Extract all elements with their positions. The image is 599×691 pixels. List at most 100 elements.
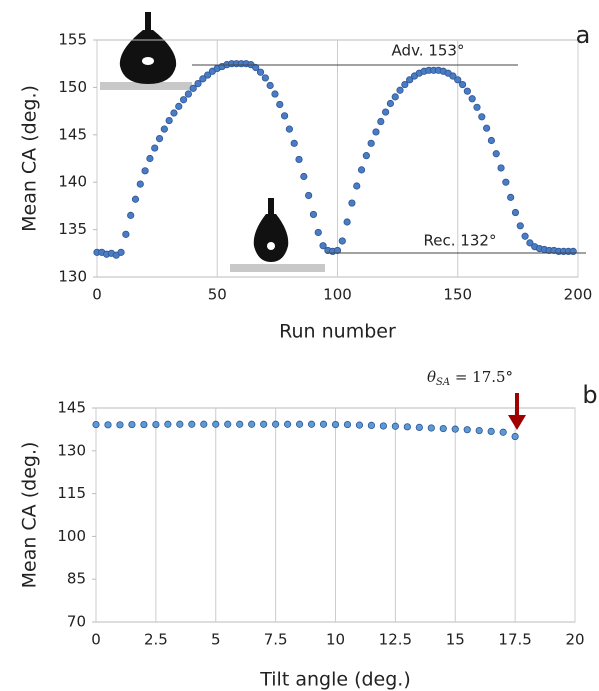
data-point [458,80,467,89]
data-point [473,103,481,111]
data-point [319,242,327,250]
data-point [468,95,476,103]
x-tick-label: 15 [446,631,465,649]
y-tick-label: 100 [57,527,86,545]
y-tick-label: 155 [58,31,87,49]
data-point [454,76,462,84]
x-tick-label: 20 [565,631,584,649]
data-point [117,248,125,256]
highlight [142,57,154,65]
x-axis-label: Tilt angle (deg.) [259,669,411,691]
data-point [343,420,352,429]
data-point [248,420,256,428]
data-point [338,237,346,245]
y-tick-label: 130 [57,441,86,459]
data-point [188,420,196,428]
y-tick-label: 70 [67,613,86,631]
data-point [127,211,135,219]
data-point [379,422,387,430]
data-point [141,167,149,175]
y-tick-label: 85 [67,570,86,588]
data-point [449,72,457,80]
data-point [367,421,376,430]
data-point [357,166,366,174]
y-axis-label: Mean CA (deg.) [19,442,41,589]
data-point [261,74,269,82]
data-point [131,195,140,203]
data-point [309,210,318,219]
data-point [199,75,207,83]
substrate [230,264,325,272]
data-point [300,172,308,181]
panel-label: b [582,381,597,409]
data-point [276,100,284,109]
data-point [348,199,356,207]
data-point [355,421,364,429]
data-point [151,144,159,152]
data-point [283,420,292,428]
data-point [497,164,505,172]
data-point [502,178,510,186]
y-tick-label: 135 [58,220,87,238]
panel-label: a [576,21,591,49]
data-point [204,71,212,79]
data-point [146,154,154,163]
data-point [386,99,395,108]
arrow-head [508,415,526,430]
data-point [492,150,500,158]
data-point [314,228,322,237]
x-tick-label: 100 [323,286,352,304]
data-point [463,426,471,434]
data-point [194,80,202,88]
data-point [184,90,192,98]
needle [145,12,151,34]
annotation: θSA = 17.5° [427,368,513,388]
drop [253,214,289,262]
data-point [256,68,265,76]
data-point [271,90,279,98]
annotation-text: = 17.5° [450,368,513,386]
data-point [266,81,274,90]
x-axis-label: Run number [279,321,396,343]
x-tick-label: 12.5 [379,631,412,649]
data-point [280,112,289,120]
y-axis-label: Mean CA (deg.) [19,85,41,232]
data-point [305,191,313,200]
data-point [521,232,529,240]
x-tick-label: 10 [326,631,345,649]
data-point [140,420,148,429]
data-point [170,109,178,117]
data-point [307,420,316,428]
data-point [401,80,409,89]
x-tick-label: 0 [92,286,102,304]
y-tick-label: 145 [57,399,86,417]
subscript: SA [436,377,450,388]
data-point [511,432,519,441]
data-point [128,420,136,429]
data-point [396,86,404,94]
data-point [516,222,524,230]
data-point [511,208,520,217]
data-point [439,424,447,433]
x-tick-label: 200 [564,286,593,304]
data-point [164,420,172,428]
annotation: Adv. 153° [392,42,465,60]
x-tick-label: 17.5 [498,631,531,649]
data-point [212,420,220,428]
x-tick-label: 0 [91,631,101,649]
data-point [116,421,124,429]
x-tick-label: 2.5 [144,631,168,649]
data-point [236,420,244,428]
data-point [362,152,370,160]
data-point [451,425,459,433]
x-tick-label: 5 [211,631,221,649]
data-point [260,420,268,428]
data-point [175,102,183,110]
y-tick-label: 150 [58,78,87,96]
data-point [333,246,342,255]
data-point [295,420,304,428]
data-point [122,230,130,238]
highlight [267,242,275,250]
data-point [427,424,435,432]
data-point [507,193,515,201]
